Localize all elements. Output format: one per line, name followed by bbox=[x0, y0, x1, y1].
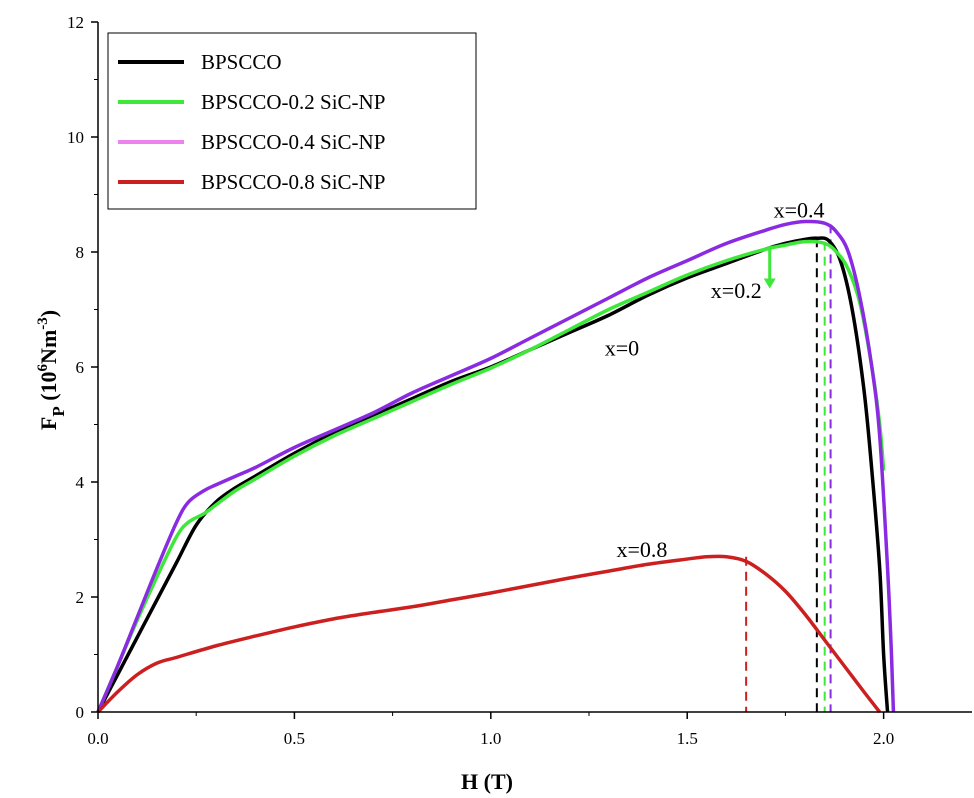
y-axis-title-units-mid: Nm bbox=[36, 330, 61, 364]
legend: BPSCCO BPSCCO-0.2 SiC-NP BPSCCO-0.4 SiC-NP… bbox=[107, 32, 477, 210]
y-tick-label: 10 bbox=[67, 128, 84, 147]
legend-label: BPSCCO-0.8 SiC-NP bbox=[201, 170, 385, 194]
y-tick-label: 6 bbox=[76, 358, 85, 377]
annotation-label: x=0.8 bbox=[617, 537, 668, 562]
x-ticks: 0.0 0.5 1.0 1.5 2.0 bbox=[87, 712, 894, 748]
y-axis-title-sub: P bbox=[49, 406, 68, 416]
legend-items: BPSCCO BPSCCO-0.2 SiC-NP BPSCCO-0.4 SiC-NP… bbox=[118, 50, 385, 194]
y-tick-label: 0 bbox=[76, 703, 85, 722]
y-tick-label: 12 bbox=[67, 13, 84, 32]
legend-box bbox=[107, 32, 477, 210]
x-tick-label: 1.0 bbox=[480, 729, 501, 748]
annotation-label: x=0 bbox=[605, 336, 639, 361]
y-axis-title-main: F bbox=[36, 417, 61, 430]
series-line-1 bbox=[96, 239, 886, 713]
x-tick-label: 1.5 bbox=[677, 729, 698, 748]
annotation-label: x=0.2 bbox=[711, 278, 762, 303]
y-tick-label: 8 bbox=[76, 243, 85, 262]
series-line-3 bbox=[96, 554, 882, 714]
plot-area bbox=[96, 219, 896, 714]
axes: 0.0 0.5 1.0 1.5 2.0 0 2 4 6 8 10 12 bbox=[67, 13, 972, 748]
legend-label: BPSCCO bbox=[201, 50, 282, 74]
annotations: x=0.4 x=0.2 x=0 x=0.8 bbox=[605, 198, 825, 562]
y-tick-label: 4 bbox=[76, 473, 85, 492]
y-axis-title: FP (106Nm-3) bbox=[35, 310, 68, 430]
y-tick-label: 2 bbox=[76, 588, 85, 607]
y-axis-title-units-post: ) bbox=[36, 310, 61, 317]
y-axis-title-exp2: -3 bbox=[35, 317, 51, 330]
x-tick-label: 0.0 bbox=[87, 729, 108, 748]
annotation-label: x=0.4 bbox=[774, 198, 825, 223]
series-line-2 bbox=[96, 219, 896, 713]
x-tick-label: 0.5 bbox=[284, 729, 305, 748]
series-line-0 bbox=[96, 236, 890, 713]
arrow-head bbox=[763, 278, 776, 289]
legend-label: BPSCCO-0.2 SiC-NP bbox=[201, 90, 385, 114]
svg-text:FP (106Nm-3): FP (106Nm-3) bbox=[35, 310, 68, 430]
legend-label: BPSCCO-0.4 SiC-NP bbox=[201, 130, 385, 154]
y-axis-title-exp1: 6 bbox=[35, 363, 51, 371]
y-axis-title-units-pre: (10 bbox=[36, 371, 61, 400]
y-ticks: 0 2 4 6 8 10 12 bbox=[67, 13, 98, 722]
x-tick-label: 2.0 bbox=[873, 729, 894, 748]
x-axis-title: H (T) bbox=[461, 769, 513, 794]
